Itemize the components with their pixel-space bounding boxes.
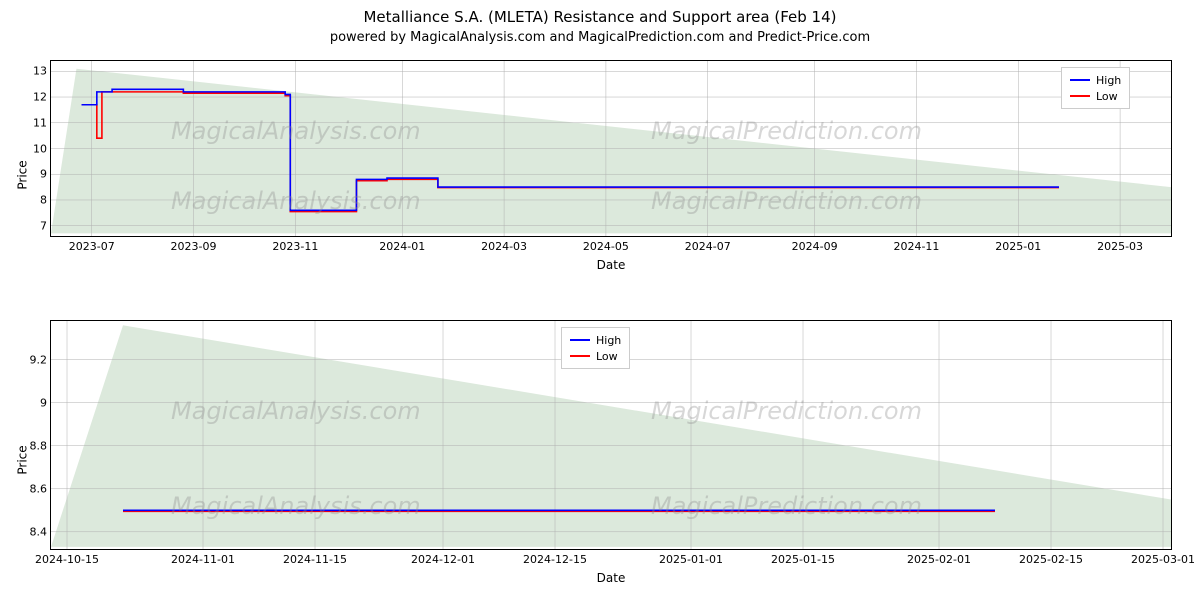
x-tick-label: 2025-03-01	[1131, 553, 1195, 566]
x-tick-label: 2024-03	[481, 240, 527, 253]
x-tick-label: 2024-11	[893, 240, 939, 253]
legend-label: High	[596, 334, 621, 347]
legend: High Low	[561, 327, 630, 369]
x-tick-label: 2024-11-01	[171, 553, 235, 566]
chart-container: Metalliance S.A. (MLETA) Resistance and …	[0, 0, 1200, 600]
y-tick-label: 13	[7, 65, 47, 78]
plot-area: 8.48.68.899.2MagicalAnalysis.comMagicalP…	[50, 320, 1172, 550]
legend-swatch	[570, 339, 590, 341]
x-tick-label: 2023-11	[272, 240, 318, 253]
x-tick-label: 2025-01	[995, 240, 1041, 253]
chart-panel-bottom: Price8.48.68.899.2MagicalAnalysis.comMag…	[0, 320, 1200, 600]
legend-item: High	[570, 332, 621, 348]
legend-label: Low	[1096, 90, 1118, 103]
y-tick-label: 12	[7, 91, 47, 104]
y-tick-label: 7	[7, 219, 47, 232]
legend-swatch	[1070, 95, 1090, 97]
chart-title: Metalliance S.A. (MLETA) Resistance and …	[0, 0, 1200, 26]
y-tick-label: 8	[7, 193, 47, 206]
legend-swatch	[1070, 79, 1090, 81]
y-tick-label: 8.6	[7, 482, 47, 495]
x-tick-label: 2025-01-15	[771, 553, 835, 566]
chart-panel-top: Price78910111213MagicalAnalysis.comMagic…	[0, 60, 1200, 290]
x-tick-label: 2024-09	[792, 240, 838, 253]
x-tick-label: 2025-02-01	[907, 553, 971, 566]
legend-label: High	[1096, 74, 1121, 87]
x-tick-label: 2024-05	[583, 240, 629, 253]
x-tick-label: 2024-07	[685, 240, 731, 253]
legend-item: Low	[570, 348, 621, 364]
x-tick-label: 2024-12-01	[411, 553, 475, 566]
x-tick-label: 2023-09	[171, 240, 217, 253]
y-tick-label: 9	[7, 168, 47, 181]
legend-item: High	[1070, 72, 1121, 88]
x-tick-label: 2025-02-15	[1019, 553, 1083, 566]
y-tick-label: 8.4	[7, 525, 47, 538]
legend-swatch	[570, 355, 590, 357]
y-tick-label: 8.8	[7, 439, 47, 452]
x-tick-label: 2025-03	[1097, 240, 1143, 253]
legend: High Low	[1061, 67, 1130, 109]
x-axis-label: Date	[597, 571, 626, 585]
y-tick-label: 10	[7, 142, 47, 155]
plot-area: 78910111213MagicalAnalysis.comMagicalPre…	[50, 60, 1172, 237]
x-tick-label: 2023-07	[69, 240, 115, 253]
y-tick-label: 11	[7, 116, 47, 129]
x-tick-label: 2024-10-15	[35, 553, 99, 566]
y-tick-label: 9.2	[7, 353, 47, 366]
legend-item: Low	[1070, 88, 1121, 104]
chart-subtitle: powered by MagicalAnalysis.com and Magic…	[0, 26, 1200, 51]
x-tick-label: 2024-11-15	[283, 553, 347, 566]
x-tick-label: 2024-01	[379, 240, 425, 253]
y-tick-label: 9	[7, 396, 47, 409]
x-axis-label: Date	[597, 258, 626, 272]
x-tick-label: 2025-01-01	[659, 553, 723, 566]
legend-label: Low	[596, 350, 618, 363]
x-tick-label: 2024-12-15	[523, 553, 587, 566]
